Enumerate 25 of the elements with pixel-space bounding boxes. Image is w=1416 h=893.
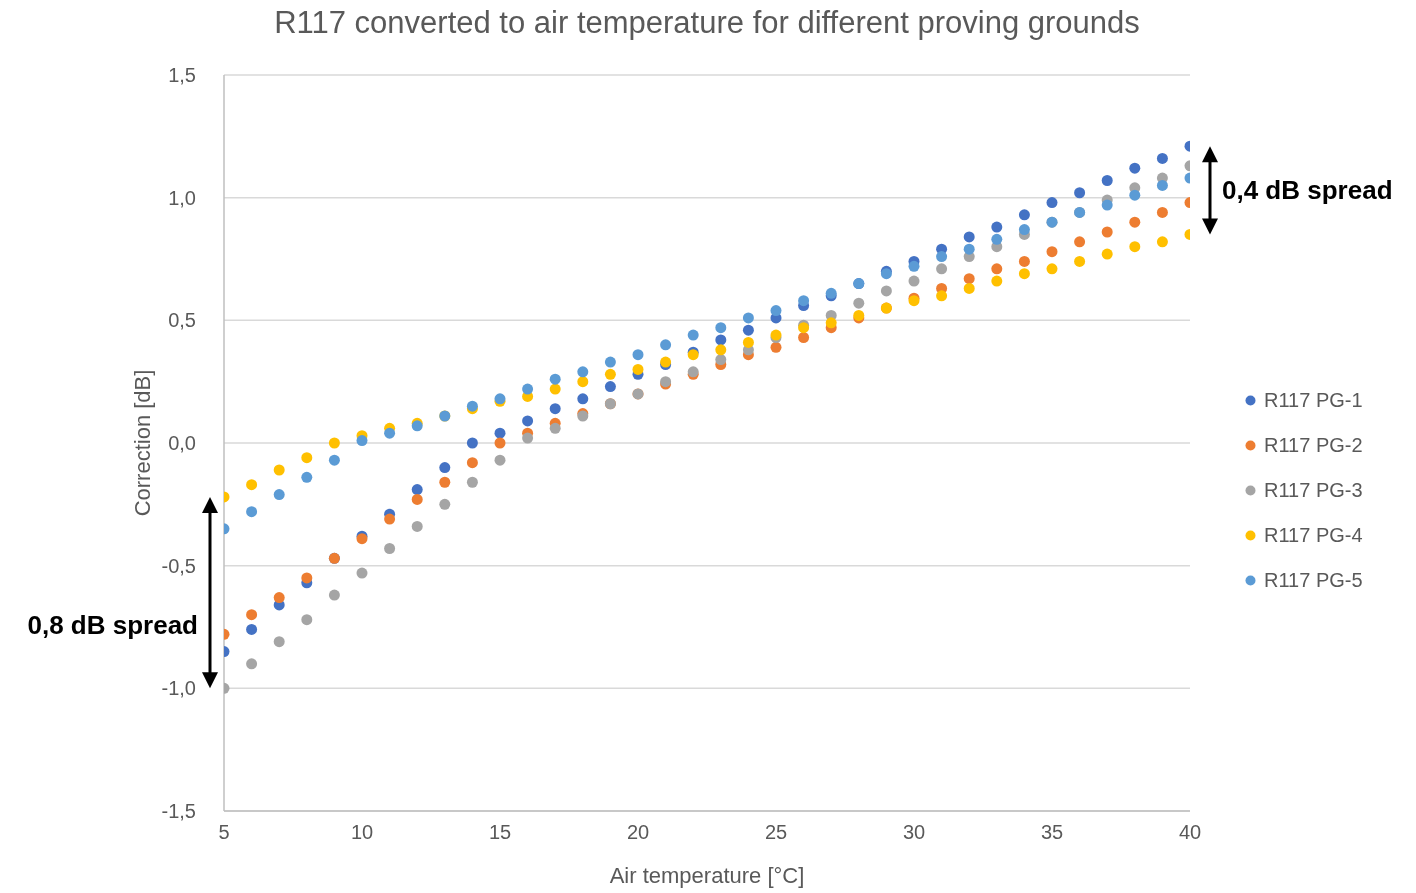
legend-label: R117 PG-4: [1264, 524, 1363, 547]
text: 0,8 dB spread: [27, 610, 198, 641]
y-tick-label: 0,0: [168, 432, 196, 455]
legend-label: R117 PG-5: [1264, 569, 1363, 592]
y-axis-title: Correction [dB]: [129, 369, 155, 517]
x-axis-title: Air temperature [°C]: [609, 862, 805, 888]
y-tick-label: -1,5: [161, 800, 196, 823]
y-tick-label: 0,5: [168, 309, 196, 332]
x-tick-label: 10: [350, 821, 374, 844]
text: 0,4 dB spread: [1222, 175, 1393, 206]
x-tick-label: 25: [764, 821, 788, 844]
y-tick-label: -0,5: [161, 554, 196, 577]
y-tick-label: 1,5: [168, 64, 196, 87]
x-tick-label: 5: [218, 821, 230, 844]
x-tick-label: 30: [902, 821, 926, 844]
x-tick-label: 20: [626, 821, 650, 844]
legend-label: R117 PG-2: [1264, 434, 1363, 457]
x-tick-label: 40: [1178, 821, 1202, 844]
x-tick-label: 35: [1040, 821, 1064, 844]
legend-label: R117 PG-3: [1264, 479, 1363, 502]
y-tick-label: 1,0: [168, 186, 196, 209]
y-tick-label: -1,0: [161, 677, 196, 700]
x-tick-label: 15: [488, 821, 512, 844]
chart-title: R117 converted to air temperature for different proving grounds: [274, 4, 1140, 40]
legend-label: R117 PG-1: [1264, 389, 1363, 412]
